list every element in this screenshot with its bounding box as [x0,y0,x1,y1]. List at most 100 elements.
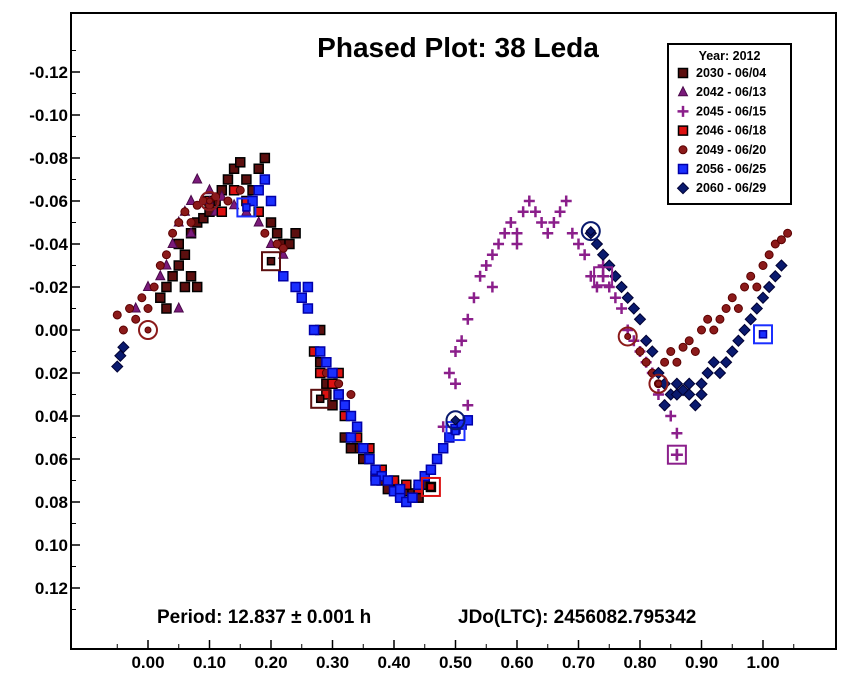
data-point [628,335,640,347]
data-point [425,464,437,475]
data-point [690,347,700,356]
data-point [290,228,301,239]
data-point [713,366,727,380]
legend-marker [677,105,689,117]
data-point [462,399,474,411]
data-point [579,249,591,261]
data-point [155,292,166,303]
highlight-point-ring [138,320,158,340]
data-point [635,347,645,356]
data-point [590,237,604,251]
highlight-point-box [236,197,257,218]
data-point [351,421,363,432]
data-point [265,217,277,228]
data-point [468,292,480,304]
data-point [364,453,375,465]
data-point [511,227,523,239]
data-point [670,377,684,390]
x-axis: 0.00 0.10 0.20 0.30 0.40 0.50 0.60 0.70 0.80 0.90… [116,640,795,672]
legend-entry: 2030 - 06/04 [696,66,766,80]
data-point [444,432,455,443]
data-point [278,271,289,282]
legend-marker [678,145,688,155]
data-point [769,270,782,283]
highlight-point-box [593,266,614,287]
data-point [185,271,197,282]
data-point [493,238,505,250]
data-point [413,479,424,491]
x-tick-label: 0.70 [562,653,595,672]
data-point [112,310,122,320]
data-point [627,302,641,315]
data-point [566,227,578,239]
data-point [695,388,708,401]
x-tick-label: 0.50 [439,653,472,672]
chart-title: Phased Plot: 38 Leda [317,32,599,63]
highlight-point-marker [315,394,325,404]
data-point [137,293,147,303]
data-point [327,367,338,379]
data-point [573,238,584,250]
data-point [621,291,634,304]
data-point [672,357,682,367]
x-tick-label: 0.10 [193,653,226,672]
highlight-point-ring [580,221,601,242]
data-point [253,215,265,227]
data-point [272,239,282,249]
highlight-point-marker [585,225,597,237]
x-tick-label: 0.40 [377,653,410,672]
data-point [726,345,739,358]
data-point [616,303,628,314]
data-point [167,237,178,248]
data-point [382,475,394,486]
legend-title: Year: 2012 [699,49,761,63]
data-point [174,218,184,227]
data-point [253,206,264,217]
data-point [505,217,517,228]
data-point [652,389,664,400]
data-point [701,366,714,380]
data-point [529,206,541,218]
highlight-point-marker [654,380,662,388]
y-tick-label: -0.02 [29,278,68,297]
data-point [678,342,688,352]
legend-box [667,43,792,205]
data-point [666,347,676,356]
data-point [474,270,486,282]
data-point [750,302,764,315]
data-point [253,163,264,174]
y-tick-label: 0.10 [35,536,68,555]
data-point [131,314,141,324]
data-point [259,152,271,164]
data-point [191,281,203,293]
highlight-point-marker [144,326,152,334]
data-point [703,314,713,324]
data-point [161,250,171,260]
data-point [732,334,745,347]
data-point [339,400,351,411]
data-point [407,492,418,503]
data-point [149,282,159,292]
data-point [241,174,252,185]
data-point [641,357,651,367]
data-point [480,260,492,271]
data-point [290,281,301,293]
highlight-point-marker [242,203,251,212]
data-point [615,280,628,294]
highlight-point-box [420,476,441,497]
data-point [603,281,615,293]
data-point [596,248,610,261]
data-point [185,226,197,238]
y-tick-label: -0.06 [29,192,68,211]
legend-entry: 2060 - 06/29 [696,181,766,195]
data-point [707,356,721,369]
data-point [278,243,288,253]
plot-frame [70,12,837,650]
period-annotation: Period: 12.837 ± 0.001 h [157,607,371,628]
data-point [682,377,696,390]
data-point [358,443,369,454]
data-point [719,356,733,369]
data-point [633,313,647,326]
y-tick-label: -0.08 [29,149,68,168]
highlight-point-ring [199,191,220,211]
